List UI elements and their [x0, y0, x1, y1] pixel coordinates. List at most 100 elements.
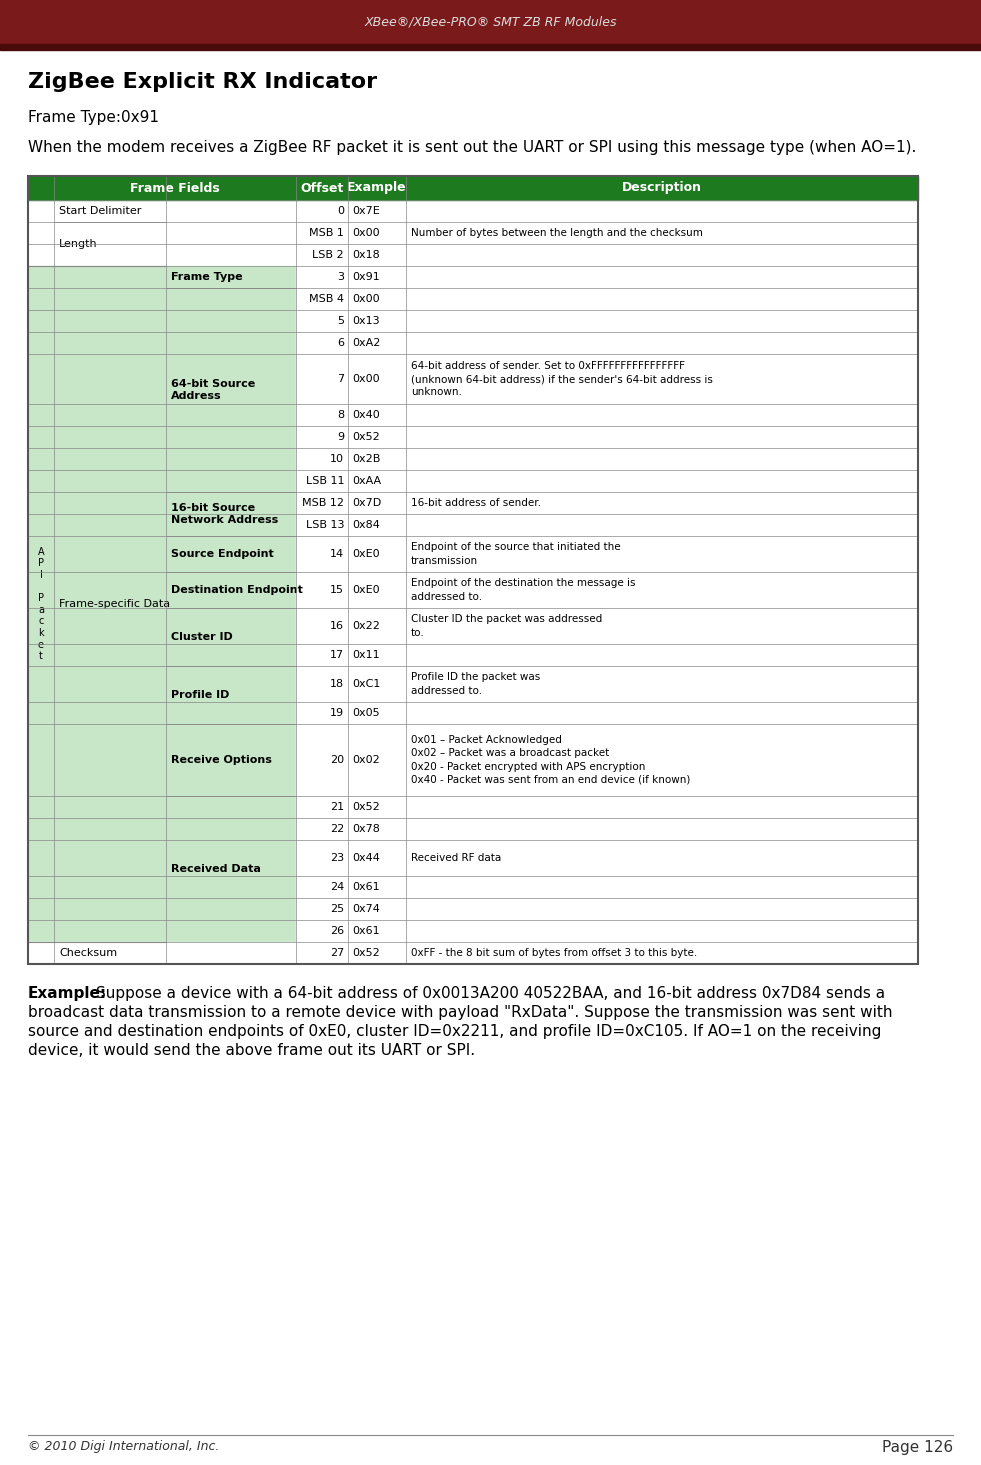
- Bar: [348, 245, 406, 267]
- Text: Endpoint of the destination the message is
addressed to.: Endpoint of the destination the message …: [411, 579, 636, 602]
- Bar: [54, 876, 166, 898]
- Bar: [296, 245, 348, 267]
- Bar: [166, 426, 296, 448]
- Text: A
P
I
 
P
a
c
k
e
t: A P I P a c k e t: [37, 546, 44, 661]
- Text: Frame Type: Frame Type: [171, 272, 242, 281]
- Bar: [28, 724, 54, 795]
- Bar: [166, 333, 296, 355]
- Bar: [348, 267, 406, 289]
- Bar: [28, 795, 54, 817]
- Bar: [54, 920, 166, 942]
- Text: LSB 11: LSB 11: [305, 476, 344, 486]
- Bar: [28, 667, 54, 702]
- Bar: [28, 267, 54, 289]
- Bar: [166, 839, 296, 876]
- Text: 0x91: 0x91: [352, 272, 380, 281]
- Bar: [296, 876, 348, 898]
- Bar: [406, 267, 918, 289]
- Text: 14: 14: [330, 549, 344, 560]
- Bar: [296, 311, 348, 333]
- Text: 0xAA: 0xAA: [352, 476, 382, 486]
- Bar: [406, 514, 918, 536]
- Text: 25: 25: [330, 904, 344, 914]
- Bar: [348, 608, 406, 645]
- Bar: [54, 571, 166, 608]
- Text: 26: 26: [330, 926, 344, 936]
- Bar: [296, 942, 348, 964]
- Bar: [166, 311, 296, 333]
- Bar: [348, 817, 406, 839]
- Bar: [28, 223, 54, 245]
- Bar: [54, 817, 166, 839]
- Text: XBee®/XBee-PRO® SMT ZB RF Modules: XBee®/XBee-PRO® SMT ZB RF Modules: [364, 16, 617, 28]
- Bar: [166, 645, 296, 667]
- Text: 64-bit address of sender. Set to 0xFFFFFFFFFFFFFFFF
(unknown 64-bit address) if : 64-bit address of sender. Set to 0xFFFFF…: [411, 360, 713, 397]
- Bar: [348, 514, 406, 536]
- Text: Received Data: Received Data: [171, 864, 261, 875]
- Text: Profile ID: Profile ID: [171, 690, 230, 700]
- Bar: [28, 492, 54, 514]
- Bar: [28, 514, 54, 536]
- Bar: [54, 702, 166, 724]
- Bar: [54, 426, 166, 448]
- Bar: [296, 404, 348, 426]
- Bar: [296, 448, 348, 470]
- Bar: [28, 536, 54, 571]
- Bar: [28, 355, 54, 404]
- Bar: [166, 702, 296, 724]
- Bar: [28, 817, 54, 839]
- Bar: [406, 201, 918, 223]
- Bar: [406, 536, 918, 571]
- Bar: [296, 839, 348, 876]
- Bar: [54, 470, 166, 492]
- Text: 6: 6: [337, 338, 344, 349]
- Bar: [406, 667, 918, 702]
- Bar: [296, 536, 348, 571]
- Bar: [54, 536, 166, 571]
- Text: 24: 24: [330, 882, 344, 892]
- Bar: [296, 817, 348, 839]
- Bar: [54, 898, 166, 920]
- Bar: [348, 536, 406, 571]
- Bar: [348, 702, 406, 724]
- Bar: [348, 942, 406, 964]
- Bar: [28, 645, 54, 667]
- Bar: [406, 426, 918, 448]
- Text: 20: 20: [330, 754, 344, 765]
- Text: 0x40: 0x40: [352, 410, 380, 420]
- Bar: [348, 839, 406, 876]
- Bar: [406, 333, 918, 355]
- Bar: [348, 426, 406, 448]
- Text: Cluster ID the packet was addressed
to.: Cluster ID the packet was addressed to.: [411, 614, 602, 637]
- Text: Cluster ID: Cluster ID: [171, 631, 232, 642]
- Bar: [54, 333, 166, 355]
- Bar: [28, 942, 54, 964]
- Text: 64-bit Source
Address: 64-bit Source Address: [171, 379, 255, 401]
- Text: Endpoint of the source that initiated the
transmission: Endpoint of the source that initiated th…: [411, 542, 621, 565]
- Bar: [296, 724, 348, 795]
- Bar: [166, 267, 296, 289]
- Text: 0x52: 0x52: [352, 948, 380, 958]
- Text: 17: 17: [330, 650, 344, 661]
- Text: 0xA2: 0xA2: [352, 338, 381, 349]
- Text: LSB 2: LSB 2: [312, 251, 344, 259]
- Text: 0x18: 0x18: [352, 251, 380, 259]
- Bar: [296, 289, 348, 311]
- Bar: [406, 608, 918, 645]
- Text: 0xC1: 0xC1: [352, 678, 381, 689]
- Text: broadcast data transmission to a remote device with payload "RxData". Suppose th: broadcast data transmission to a remote …: [28, 1005, 893, 1020]
- Bar: [166, 289, 296, 311]
- Bar: [406, 492, 918, 514]
- Text: 0xFF - the 8 bit sum of bytes from offset 3 to this byte.: 0xFF - the 8 bit sum of bytes from offse…: [411, 948, 697, 958]
- Bar: [166, 355, 296, 404]
- Bar: [348, 311, 406, 333]
- Bar: [296, 571, 348, 608]
- Bar: [54, 311, 166, 333]
- Bar: [348, 898, 406, 920]
- Bar: [296, 492, 348, 514]
- Text: 3: 3: [337, 272, 344, 281]
- Bar: [166, 470, 296, 492]
- Bar: [54, 201, 166, 223]
- Bar: [296, 514, 348, 536]
- Bar: [54, 514, 166, 536]
